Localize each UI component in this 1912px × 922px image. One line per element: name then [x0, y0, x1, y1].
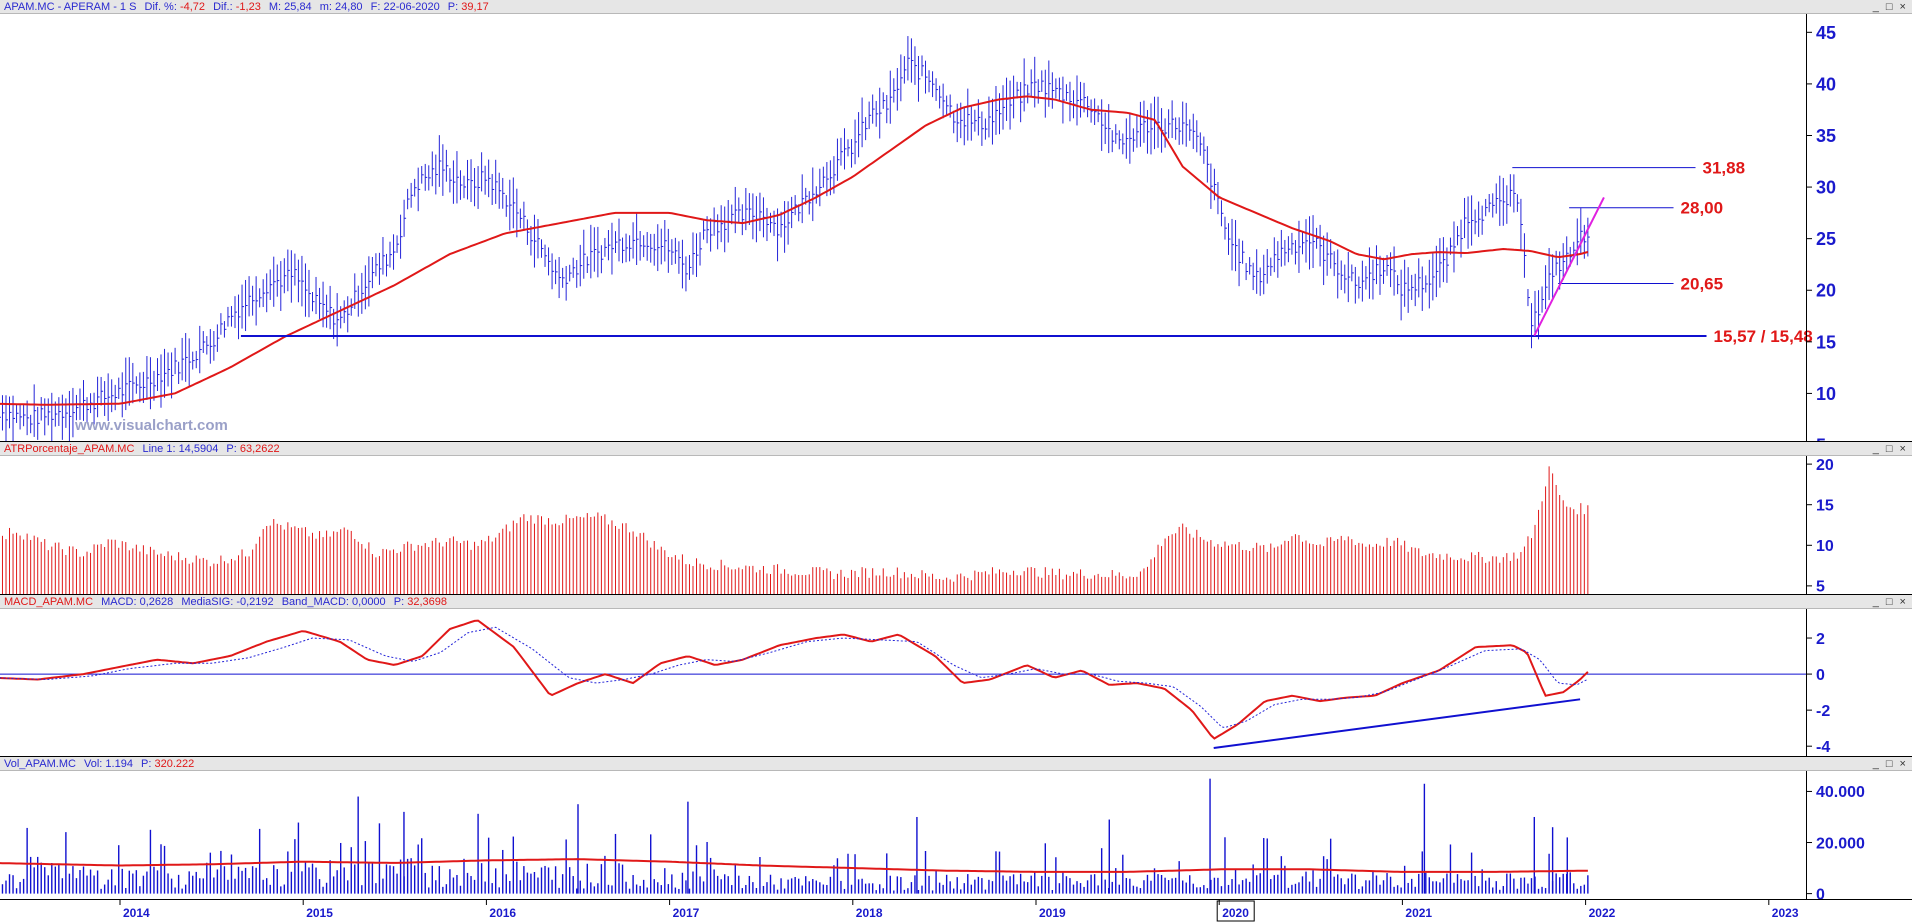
- price-y-tick-label: 45: [1816, 23, 1836, 43]
- price-chart[interactable]: 31,88 28,00 20,65 15,57 / 15,48 www.visualch…: [0, 0, 1912, 442]
- level-label: 15,57 / 15,48: [1714, 327, 1813, 346]
- x-axis-label: 2020: [1222, 906, 1249, 920]
- date-label: F: 22-06-2020: [370, 1, 440, 13]
- macd-y-tick-label: 0: [1816, 667, 1825, 684]
- price-pane: 31,88 28,00 20,65 15,57 / 15,48 www.visualch…: [0, 0, 1912, 442]
- dif-pct-value: -4,72: [179, 1, 206, 13]
- price-y-tick-label: 5: [1816, 435, 1826, 442]
- x-axis-strip: 2014 2015 2016 2017 2018 2019 2020 2021 2022 2023: [0, 900, 1912, 922]
- volume-name: Vol_APAM.MC: [4, 758, 76, 770]
- volume-p-label: P:: [141, 758, 152, 770]
- price-trend-line: [1533, 196, 1605, 337]
- atr-line-label: Line 1: 14,5904: [142, 443, 219, 455]
- price-bars: [0, 36, 1590, 441]
- macd-p-label: P:: [393, 596, 405, 608]
- macd-signal-line: [0, 626, 1589, 729]
- window-controls[interactable]: _ □ ×: [1872, 1, 1908, 13]
- price-y-tick-label: 20: [1816, 281, 1836, 301]
- level-label: 31,88: [1703, 159, 1746, 178]
- atr-header: ATRPorcentaje_APAM.MC Line 1: 14,5904 P:…: [0, 442, 1912, 456]
- dif-value: -1,23: [235, 1, 261, 13]
- price-value: 39,17: [461, 1, 489, 13]
- macd-trend-line: [1213, 698, 1581, 749]
- dif-pct-label: Dif. %:: [144, 1, 177, 13]
- price-y-tick-label: 10: [1816, 384, 1836, 404]
- x-axis-label: 2016: [489, 906, 516, 920]
- x-axis-label: 2014: [123, 906, 150, 920]
- macd-band-label: Band_MACD: 0,0000: [281, 596, 386, 608]
- x-axis: 2014 2015 2016 2017 2018 2019 2020 2021 2022 2023: [119, 900, 1799, 922]
- atr-y-tick-label: 10: [1816, 538, 1834, 555]
- price-label: P:: [447, 1, 459, 13]
- x-axis-label: 2015: [306, 906, 333, 920]
- atr-pane: 20 15 10 5 ATRPorcentaje_APAM.MC Line 1: 14…: [0, 442, 1912, 595]
- volume-y-tick-label: 0: [1816, 886, 1825, 900]
- atr-y-tick-label: 20: [1816, 457, 1834, 474]
- macd-pane: 2 0 -2 -4 MACD_APAM.MC MACD: 0,2628 MediaSI…: [0, 595, 1912, 757]
- macd-value-label: MACD: 0,2628: [101, 596, 174, 608]
- x-axis-label: 2021: [1405, 906, 1432, 920]
- min-label: m: 24,80: [319, 1, 363, 13]
- volume-moving-average: [0, 858, 1588, 873]
- price-y-tick-label: 30: [1816, 178, 1836, 198]
- level-label: 28,00: [1681, 199, 1724, 218]
- volume-chart[interactable]: 40.000 20.000 0: [0, 757, 1912, 900]
- volume-y-tick-label: 20.000: [1816, 835, 1865, 852]
- price-y-tick-label: 40: [1816, 74, 1836, 94]
- macd-line: [0, 619, 1589, 740]
- macd-header: MACD_APAM.MC MACD: 0,2628 MediaSIG: -0,2…: [0, 595, 1912, 609]
- window-controls[interactable]: _ □ ×: [1872, 443, 1908, 455]
- symbol-label: APAM.MC - APERAM - 1 S: [4, 1, 137, 13]
- price-moving-average: [0, 95, 1589, 406]
- macd-y-tick-label: -2: [1816, 703, 1830, 720]
- dif-label: Dif.:: [213, 1, 233, 13]
- x-axis-label: 2017: [673, 906, 700, 920]
- watermark: www.visualchart.com: [74, 417, 228, 434]
- atr-y-tick-label: 15: [1816, 497, 1834, 514]
- x-axis-label: 2018: [856, 906, 883, 920]
- volume-bars: [1, 778, 1589, 894]
- macd-signal-label: MediaSIG: -0,2192: [181, 596, 274, 608]
- window-controls[interactable]: _ □ ×: [1872, 596, 1908, 608]
- price-y-tick-label: 35: [1816, 126, 1836, 146]
- macd-y-tick-label: -4: [1816, 739, 1830, 756]
- atr-y-axis-line: [1806, 456, 1807, 594]
- level-label: 20,65: [1681, 275, 1724, 294]
- window-controls[interactable]: _ □ ×: [1872, 758, 1908, 770]
- price-y-tick-label: 15: [1816, 332, 1836, 352]
- x-axis-label: 2022: [1589, 906, 1616, 920]
- x-axis-current-box: [1216, 900, 1255, 922]
- volume-value-label: Vol: 1.194: [84, 758, 133, 770]
- macd-y-tick-label: 2: [1816, 631, 1825, 648]
- volume-y-tick-label: 40.000: [1816, 784, 1865, 801]
- price-y-axis-line: [1806, 14, 1807, 441]
- volume-header: Vol_APAM.MC Vol: 1.194 P: 320.222 _ □ ×: [0, 757, 1912, 771]
- atr-chart[interactable]: 20 15 10 5: [0, 442, 1912, 595]
- macd-p-value: 32,3698: [407, 596, 447, 608]
- atr-bars: [1, 466, 1589, 594]
- price-header: APAM.MC - APERAM - 1 S Dif. %: -4,72 Dif…: [0, 0, 1912, 14]
- volume-y-axis-line: [1806, 771, 1807, 899]
- macd-chart[interactable]: 2 0 -2 -4: [0, 595, 1912, 757]
- volume-p-value: 320.222: [154, 758, 195, 770]
- x-axis-label: 2019: [1039, 906, 1066, 920]
- max-label: M: 25,84: [268, 1, 312, 13]
- atr-y-tick-label: 5: [1816, 579, 1825, 595]
- macd-y-axis-line: [1806, 609, 1807, 756]
- x-axis-label: 2023: [1772, 906, 1799, 920]
- price-y-tick-label: 25: [1816, 229, 1836, 249]
- atr-name: ATRPorcentaje_APAM.MC: [4, 443, 135, 455]
- atr-p-label: P:: [226, 443, 237, 455]
- macd-name: MACD_APAM.MC: [4, 596, 94, 608]
- atr-p-value: 63,2622: [239, 443, 280, 455]
- volume-pane: 40.000 20.000 0 Vol_APAM.MC Vol: 1.194 P: …: [0, 757, 1912, 900]
